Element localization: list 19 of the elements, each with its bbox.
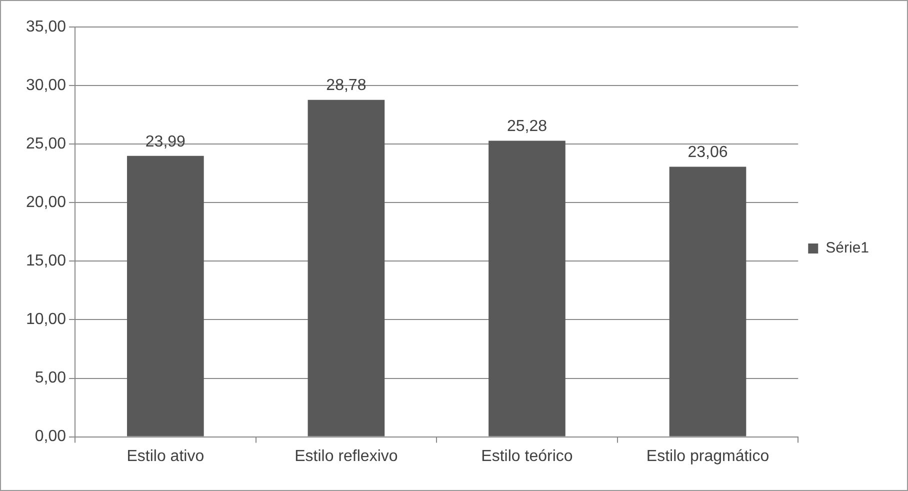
y-tick-label: 0,00 — [34, 428, 66, 446]
y-tick-label: 5,00 — [34, 370, 66, 387]
legend-label: Série1 — [826, 240, 869, 257]
x-tick-label: Estilo teórico — [481, 448, 573, 465]
data-label: 25,28 — [506, 118, 548, 136]
y-tick-label: 10,00 — [26, 311, 66, 328]
bar — [669, 166, 746, 436]
x-tick-label: Estilo reflexivo — [294, 448, 398, 465]
bar — [488, 140, 566, 436]
y-tick-label: 20,00 — [26, 194, 66, 212]
x-tick-label: Estilo ativo — [126, 448, 204, 465]
y-tick-label: 15,00 — [26, 252, 66, 270]
bar — [127, 156, 204, 436]
y-tick-label: 30,00 — [26, 76, 66, 94]
y-tick-label: 25,00 — [26, 135, 66, 152]
data-label: 23,06 — [688, 144, 728, 162]
y-tick-label: 35,00 — [26, 18, 66, 36]
bar — [308, 100, 385, 436]
x-tick-label: Estilo pragmático — [646, 448, 770, 465]
